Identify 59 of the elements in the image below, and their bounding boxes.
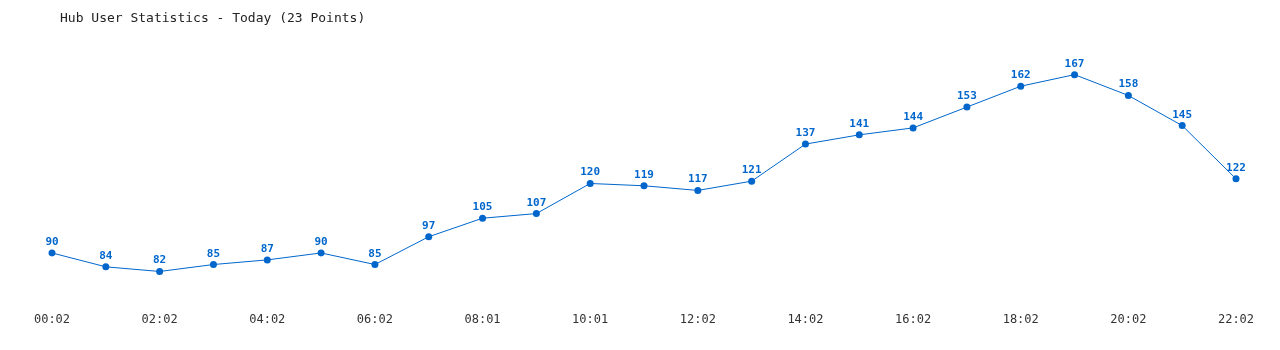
data-label: 85	[206, 246, 221, 260]
point	[479, 214, 487, 222]
data-label: 119	[634, 167, 654, 181]
point	[801, 140, 809, 148]
x-tick-label: 06:02	[356, 311, 393, 326]
point	[209, 261, 217, 269]
point	[909, 124, 917, 132]
x-tick-label: 20:02	[1110, 311, 1147, 326]
x-tick-label: 08:01	[464, 311, 501, 326]
point	[1017, 82, 1025, 90]
x-tick-label: 18:02	[1002, 311, 1039, 326]
chart-title: Hub User Statistics - Today (23 Points)	[59, 9, 367, 27]
x-tick-label: 14:02	[787, 311, 824, 326]
x-tick-label: 10:01	[572, 311, 609, 326]
data-label: 167	[1064, 56, 1085, 70]
data-label: 105	[472, 200, 493, 214]
data-label: 162	[1010, 68, 1031, 82]
x-tick-label: 02:02	[141, 311, 178, 326]
data-label: 158	[1118, 77, 1139, 91]
x-tick-label: 16:02	[895, 311, 932, 326]
point	[640, 182, 648, 190]
data-label: 153	[956, 89, 977, 103]
data-label: 117	[687, 172, 708, 186]
point	[1124, 91, 1132, 99]
data-label: 87	[260, 241, 274, 255]
point	[425, 233, 433, 241]
data-label: 144	[903, 109, 924, 123]
point	[156, 267, 164, 275]
point	[694, 186, 702, 194]
point	[317, 249, 325, 257]
point	[371, 261, 379, 269]
point	[263, 256, 271, 264]
data-label: 84	[99, 248, 113, 262]
point	[1178, 122, 1186, 130]
point	[1232, 175, 1240, 183]
data-label: 107	[526, 195, 547, 209]
point	[748, 177, 756, 185]
data-label: 90	[314, 234, 328, 248]
point	[855, 131, 863, 139]
data-label: 90	[45, 234, 59, 248]
point	[48, 249, 56, 257]
data-label: 141	[849, 116, 870, 130]
data-label: 97	[422, 218, 436, 232]
point	[586, 179, 594, 187]
point	[963, 103, 971, 111]
data-label: 121	[741, 163, 762, 177]
point	[1071, 71, 1079, 79]
point	[102, 263, 110, 271]
data-label: 137	[795, 126, 816, 140]
data-label: 120	[580, 165, 601, 179]
x-tick-label: 22:02	[1217, 311, 1255, 326]
x-tick-label: 12:02	[679, 311, 716, 326]
x-tick-label: 04:02	[249, 311, 286, 326]
x-tick-label: 00:02	[33, 311, 71, 326]
point	[532, 210, 540, 218]
data-label: 122	[1226, 160, 1246, 174]
data-label: 85	[368, 246, 382, 260]
data-label: 145	[1172, 107, 1193, 121]
data-label: 82	[153, 253, 167, 267]
